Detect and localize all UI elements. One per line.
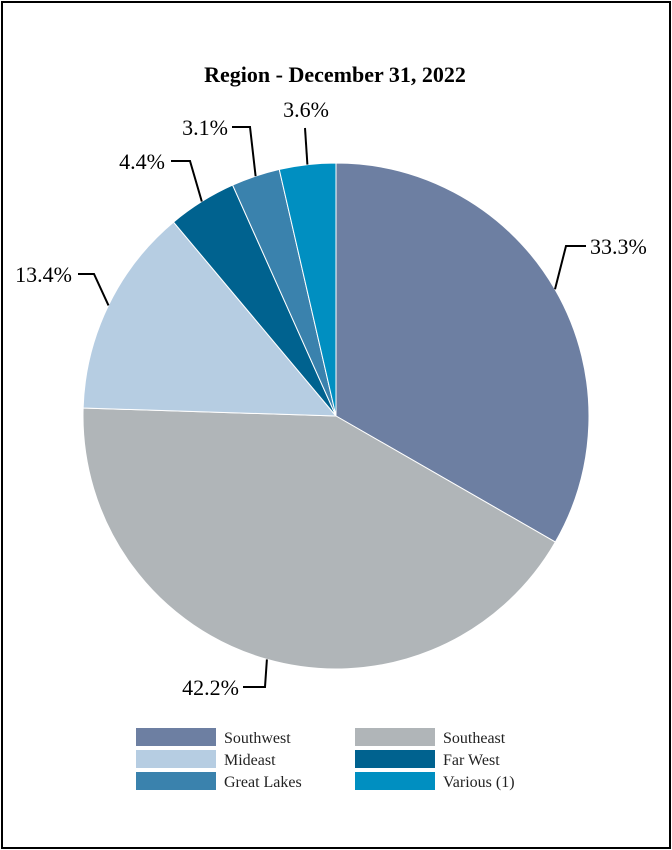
data-label-southeast: 42.2% (182, 675, 239, 700)
legend-swatch-various-1 (355, 772, 435, 790)
legend-swatch-great-lakes (136, 772, 216, 790)
legend: Southwest Southeast Mideast Far West Great L… (136, 728, 515, 791)
leader-line-southeast (243, 659, 268, 688)
legend-item-southwest: Southwest (136, 728, 291, 747)
data-label-various-1: 3.6% (283, 97, 329, 122)
legend-label-far-west: Far West (443, 752, 500, 769)
legend-label-southeast: Southeast (443, 730, 506, 747)
leader-line-mideast (78, 273, 110, 306)
legend-swatch-far-west (355, 750, 435, 768)
chart-title: Region - December 31, 2022 (204, 62, 466, 87)
pie-slice-southeast (82, 407, 557, 670)
data-label-great-lakes: 3.1% (182, 115, 228, 140)
data-label-southwest: 33.3% (590, 234, 647, 259)
pie-slice-mideast (82, 221, 338, 417)
leader-line-great-lakes (232, 126, 257, 177)
pie-slices (82, 162, 590, 670)
legend-item-mideast: Mideast (136, 750, 276, 769)
slice-labels: 33.3% 42.2% 13.4% 4.4% 3.1% 3.6% (15, 97, 647, 700)
leader-line-various-1 (304, 127, 309, 165)
leader-line-far-west (171, 160, 203, 202)
legend-item-far-west: Far West (355, 750, 500, 769)
legend-item-various-1: Various (1) (355, 772, 515, 791)
leader-line-southwest (554, 245, 586, 290)
legend-item-southeast: Southeast (355, 728, 506, 747)
legend-label-great-lakes: Great Lakes (224, 774, 302, 791)
legend-label-southwest: Southwest (224, 730, 291, 747)
legend-label-mideast: Mideast (224, 752, 276, 769)
legend-swatch-mideast (136, 750, 216, 768)
legend-swatch-southwest (136, 728, 216, 746)
data-label-far-west: 4.4% (119, 149, 165, 174)
legend-item-great-lakes: Great Lakes (136, 772, 302, 791)
pie-slice-various-1 (278, 162, 337, 417)
legend-label-various-1: Various (1) (443, 774, 515, 791)
legend-swatch-southeast (355, 728, 435, 746)
data-label-mideast: 13.4% (15, 262, 72, 287)
